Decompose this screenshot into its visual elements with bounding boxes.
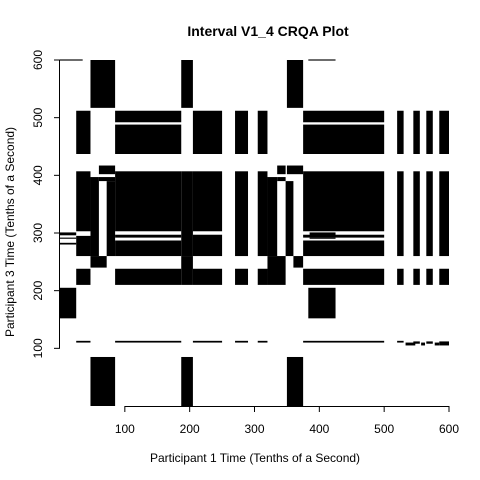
recurrence-cell: [76, 110, 91, 154]
recurrence-cell: [181, 60, 193, 108]
recurrence-cell: [76, 340, 91, 343]
recurrence-cell: [90, 177, 99, 257]
recurrence-cell: [308, 287, 336, 319]
x-tick-label: 300: [244, 422, 264, 436]
recurrence-cell: [235, 340, 249, 343]
recurrence-cell: [257, 110, 268, 154]
y-tick-label: 500: [31, 107, 45, 127]
recurrence-cell: [309, 242, 336, 245]
recurrence-cell: [115, 268, 182, 285]
recurrence-cell: [181, 256, 193, 285]
recurrence-cell: [308, 59, 336, 61]
recurrence-cell: [115, 340, 182, 343]
recurrence-cell: [277, 177, 286, 182]
axes: 100 200 300 400 500 600 100 200 300 400 500 600: [31, 50, 459, 436]
recurrence-cell: [285, 181, 294, 257]
y-tick-label: 100: [31, 338, 45, 358]
x-tick-label: 100: [115, 422, 135, 436]
x-tick-label: 600: [439, 422, 459, 436]
recurrence-cell: [439, 171, 449, 257]
recurrence-cell: [439, 341, 449, 346]
recurrence-cell: [293, 256, 304, 268]
recurrence-cell: [426, 110, 433, 154]
recurrence-cell: [397, 171, 404, 257]
recurrence-cell: [397, 110, 404, 154]
recurrence-cell: [90, 356, 116, 406]
x-tick-label: 400: [309, 422, 329, 436]
recurrence-cell: [98, 177, 116, 182]
recurrence-cell: [426, 171, 433, 257]
recurrence-cell: [60, 237, 77, 239]
recurrence-cell: [267, 256, 286, 285]
recurrence-cell: [303, 171, 385, 232]
recurrence-cell: [303, 110, 385, 123]
recurrence-cell: [434, 342, 440, 346]
recurrence-cell: [235, 110, 249, 154]
recurrence-cell: [181, 356, 193, 406]
recurrence-cell: [413, 110, 420, 154]
recurrence-cell: [413, 171, 420, 257]
recurrence-cell: [98, 165, 116, 175]
recurrence-cell: [303, 124, 385, 154]
recurrence-cell: [397, 340, 404, 343]
recurrence-cell: [405, 342, 416, 346]
recurrence-cell: [235, 268, 249, 285]
recurrence-cell: [303, 234, 385, 238]
recurrence-cell: [267, 177, 278, 257]
recurrence-cell: [286, 60, 304, 108]
recurrence-cell: [60, 59, 83, 61]
recurrence-cells: [60, 59, 449, 406]
recurrence-cell: [115, 240, 182, 257]
x-tick-label: 500: [374, 422, 394, 436]
y-tick-label: 400: [31, 165, 45, 185]
recurrence-cell: [421, 342, 426, 346]
recurrence-cell: [257, 268, 268, 285]
recurrence-cell: [309, 237, 336, 239]
recurrence-cell: [397, 268, 404, 285]
recurrence-cell: [192, 110, 223, 154]
x-axis-label: Participant 1 Time (Tenths of a Second): [150, 451, 360, 465]
recurrence-cell: [76, 268, 91, 285]
recurrence-cell: [277, 165, 286, 175]
recurrence-cell: [413, 341, 420, 344]
recurrence-cell: [235, 171, 249, 257]
recurrence-cell: [60, 232, 77, 236]
recurrence-cell: [76, 171, 91, 232]
recurrence-cell: [426, 268, 433, 285]
recurrence-cell: [115, 234, 182, 238]
y-tick-label: 300: [31, 223, 45, 243]
recurrence-cell: [76, 235, 91, 257]
recurrence-cell: [192, 268, 223, 285]
y-axis-label: Participant 3 Time (Tenths of a Second): [3, 127, 17, 337]
recurrence-cell: [439, 268, 449, 285]
recurrence-cell: [413, 268, 420, 285]
y-tick-label: 600: [31, 50, 45, 70]
recurrence-cell: [115, 171, 182, 232]
y-tick-label: 200: [31, 280, 45, 300]
recurrence-cell: [192, 171, 223, 232]
recurrence-cell: [426, 341, 433, 344]
recurrence-cell: [60, 242, 77, 245]
recurrence-cell: [303, 268, 385, 285]
recurrence-cell: [303, 340, 385, 343]
recurrence-cell: [192, 234, 223, 257]
recurrence-cell: [286, 165, 304, 175]
recurrence-cell: [60, 287, 77, 319]
recurrence-cell: [286, 356, 304, 406]
recurrence-cell: [115, 124, 182, 154]
recurrence-cell: [106, 181, 116, 257]
recurrence-cell: [257, 340, 268, 343]
recurrence-cell: [115, 110, 182, 123]
recurrence-cell: [181, 171, 193, 257]
recurrence-cell: [90, 60, 116, 108]
x-tick-label: 200: [180, 422, 200, 436]
recurrence-cell: [90, 256, 107, 268]
chart-title: Interval V1_4 CRQA Plot: [187, 23, 349, 39]
recurrence-cell: [439, 110, 449, 154]
recurrence-cell: [192, 340, 223, 343]
recurrence-cell: [309, 232, 336, 236]
recurrence-cell: [257, 171, 268, 257]
